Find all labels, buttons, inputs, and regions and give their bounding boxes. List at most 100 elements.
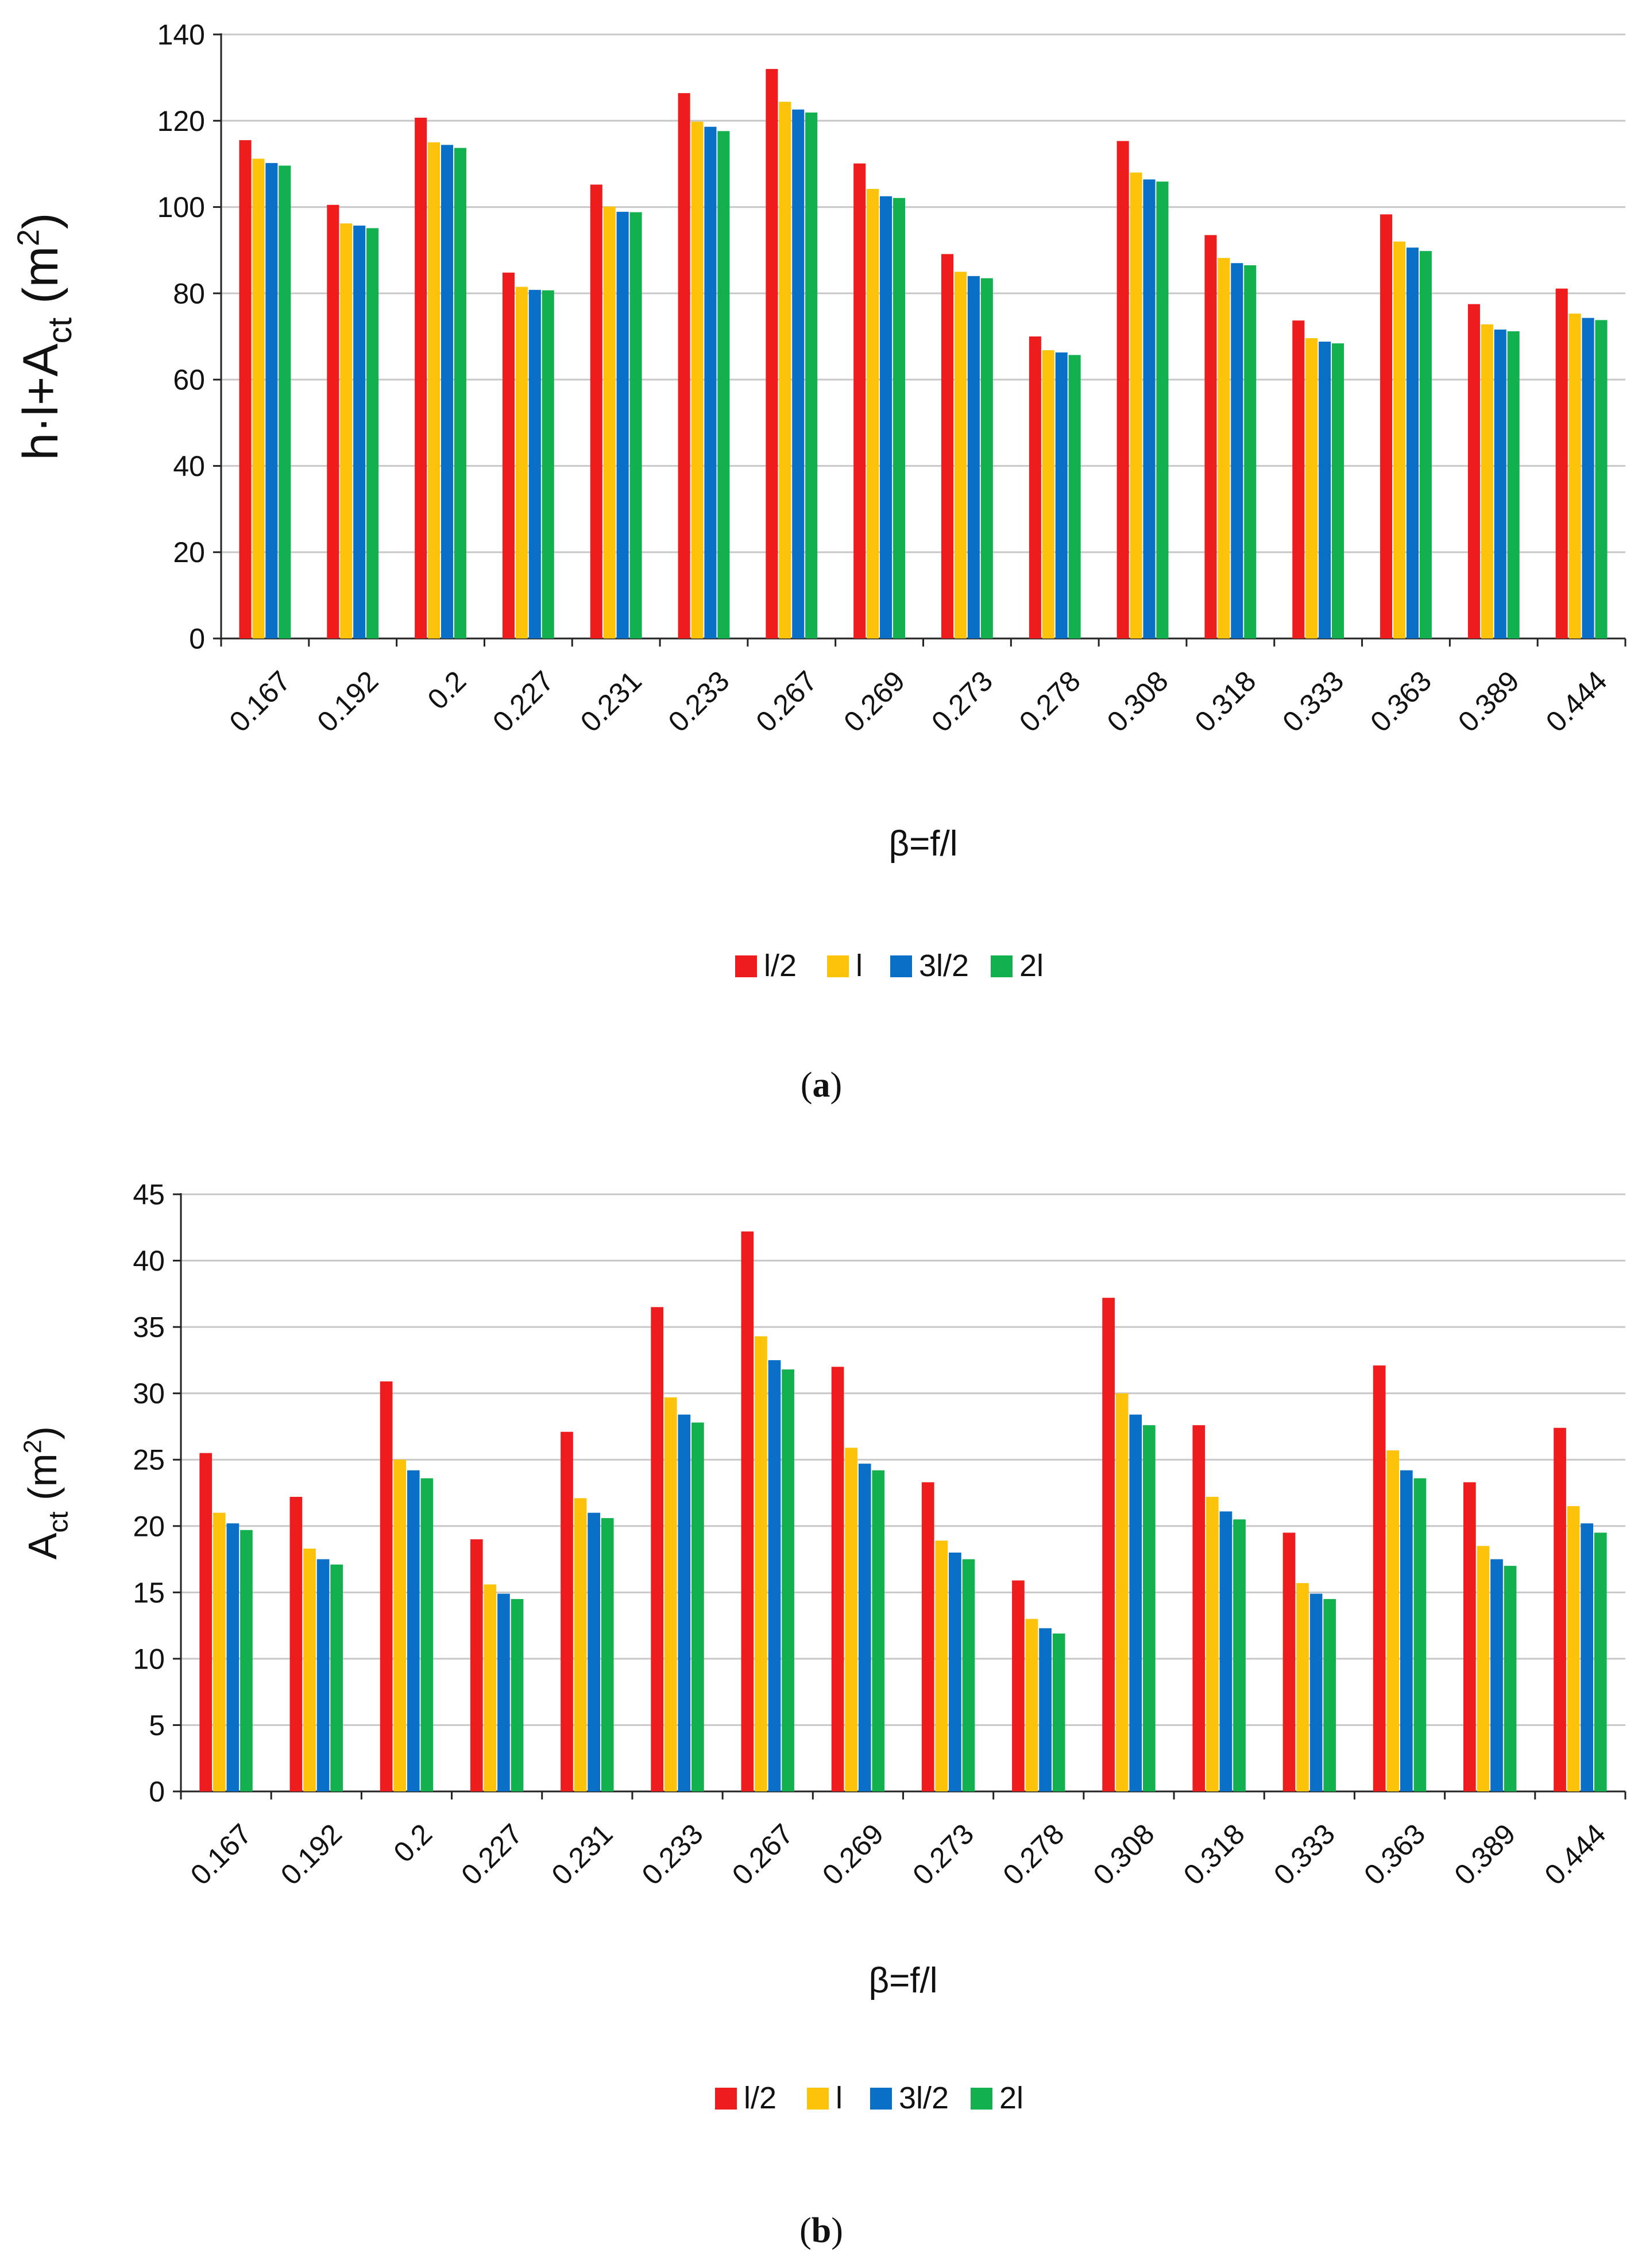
y-tick-label: 0 — [149, 1776, 165, 1808]
bar-l-2-0.167 — [199, 1453, 213, 1791]
legend-label: 2l — [999, 2081, 1023, 2115]
bar-l-0.278 — [1025, 1619, 1038, 1791]
bar-l-2-0.2 — [415, 118, 427, 639]
bar-3l-2-0.167 — [226, 1523, 239, 1791]
y-axis-title-close: ) — [20, 1426, 65, 1439]
x-tick-label: 0.308 — [1087, 1818, 1161, 1891]
y-tick-label: 20 — [133, 1510, 165, 1542]
bar-l-0.278 — [1042, 350, 1054, 638]
bar-3l-2-0.363 — [1406, 247, 1419, 639]
x-tick-label: 0.233 — [636, 1818, 709, 1891]
bar-l-2-0.267 — [741, 1231, 754, 1791]
bar-3l-2-0.444 — [1582, 318, 1594, 638]
bar-2l-0.267 — [782, 1369, 794, 1791]
bar-3l-2-0.269 — [858, 1464, 871, 1791]
bar-l-2-0.231 — [561, 1431, 573, 1791]
bar-2l-0.278 — [1052, 1633, 1065, 1791]
bar-l-0.363 — [1393, 241, 1406, 639]
legend-label: 2l — [1019, 949, 1044, 983]
bar-l-2-0.278 — [1012, 1580, 1025, 1791]
bar-3l-2-0.227 — [528, 289, 541, 638]
bar-l-2-0.233 — [678, 93, 690, 639]
bar-2l-0.273 — [962, 1559, 975, 1791]
bar-3l-2-0.2 — [407, 1470, 420, 1791]
y-axis-title-superscript: 2 — [19, 1439, 47, 1453]
bar-l-2-0.444 — [1554, 1427, 1566, 1791]
x-tick-label: 0.192 — [275, 1818, 348, 1891]
y-axis-title-unit: (m — [20, 1453, 65, 1511]
bar-l-2-0.227 — [502, 272, 515, 638]
bar-l-0.192 — [303, 1549, 316, 1791]
y-axis-title-unit: (m — [13, 246, 68, 318]
bar-3l-2-0.444 — [1581, 1523, 1594, 1791]
legend-label: 3l/2 — [919, 949, 969, 983]
x-tick-label: 0.333 — [1268, 1818, 1341, 1891]
x-tick-label: 0.363 — [1358, 1818, 1431, 1891]
y-tick-label: 45 — [133, 1179, 165, 1211]
bar-2l-0.167 — [240, 1530, 253, 1791]
bar-3l-2-0.192 — [316, 1559, 330, 1791]
bar-l-2-0.444 — [1555, 288, 1568, 638]
x-tick-label: 0.227 — [455, 1818, 528, 1891]
bar-2l-0.318 — [1233, 1519, 1246, 1791]
bar-3l-2-0.318 — [1219, 1511, 1233, 1791]
legend-swatch-l-2 — [735, 955, 757, 977]
bar-2l-0.192 — [366, 228, 379, 638]
bar-l-0.233 — [691, 121, 704, 638]
x-tick-label: 0.308 — [1101, 665, 1174, 738]
bar-3l-2-0.278 — [1039, 1628, 1052, 1791]
bar-l-2-0.363 — [1373, 1365, 1386, 1791]
x-tick-label: 0.389 — [1448, 1818, 1521, 1891]
bar-2l-0.273 — [980, 278, 993, 638]
bar-l-2-0.333 — [1292, 320, 1305, 638]
legend-swatch-l — [807, 2088, 829, 2110]
x-tick-label: 0.278 — [996, 1818, 1070, 1891]
bar-2l-0.389 — [1504, 1566, 1517, 1791]
bar-l-0.167 — [213, 1512, 226, 1791]
bar-l-2-0.389 — [1463, 1482, 1476, 1791]
bar-3l-2-0.267 — [768, 1360, 781, 1791]
y-tick-label: 30 — [133, 1377, 165, 1410]
bar-l-0.273 — [954, 272, 967, 638]
bar-l-2-0.333 — [1282, 1532, 1296, 1791]
bar-2l-0.363 — [1413, 1478, 1427, 1791]
y-tick-label: 140 — [157, 19, 205, 51]
bar-3l-2-0.278 — [1055, 352, 1068, 638]
y-axis-title-close: ) — [13, 212, 68, 229]
bar-2l-0.318 — [1244, 265, 1257, 638]
y-tick-label: 100 — [157, 191, 205, 223]
bar-l-2-0.389 — [1467, 304, 1480, 638]
bar-l-2-0.167 — [239, 140, 252, 639]
legend-swatch-2l — [991, 955, 1013, 977]
bar-3l-2-0.318 — [1231, 263, 1243, 638]
y-tick-label: 35 — [133, 1311, 165, 1344]
bar-l-0.308 — [1115, 1393, 1129, 1791]
bar-l-2-0.363 — [1380, 214, 1393, 638]
bar-l-2-0.318 — [1204, 235, 1217, 638]
bar-l-0.227 — [484, 1584, 497, 1791]
bar-2l-0.333 — [1331, 343, 1344, 638]
bar-l-0.267 — [755, 1336, 767, 1791]
bar-l-0.233 — [664, 1397, 677, 1791]
bar-3l-2-0.231 — [616, 211, 629, 638]
bar-l-2-0.233 — [651, 1307, 664, 1791]
y-axis-title-subscript: ct — [41, 318, 79, 343]
legend-swatch-l-2 — [715, 2088, 737, 2110]
bar-l-0.318 — [1206, 1496, 1219, 1791]
bar-3l-2-0.267 — [792, 109, 805, 639]
bar-3l-2-0.233 — [678, 1414, 691, 1791]
x-tick-label: 0.2 — [422, 665, 473, 716]
bar-l-2-0.2 — [380, 1381, 393, 1791]
legend-swatch-l — [827, 955, 849, 977]
y-axis-title: h·l+Act (m2) — [11, 212, 79, 460]
legend-label: l — [836, 2081, 843, 2115]
x-tick-label: 0.273 — [925, 665, 999, 738]
bar-l-0.231 — [574, 1498, 587, 1791]
bar-l-2-0.278 — [1029, 336, 1041, 638]
x-tick-label: 0.278 — [1013, 665, 1087, 738]
bar-l-0.167 — [252, 158, 265, 638]
x-tick-label: 0.167 — [184, 1818, 258, 1891]
bar-2l-0.227 — [542, 290, 554, 638]
bar-2l-0.233 — [717, 131, 730, 638]
